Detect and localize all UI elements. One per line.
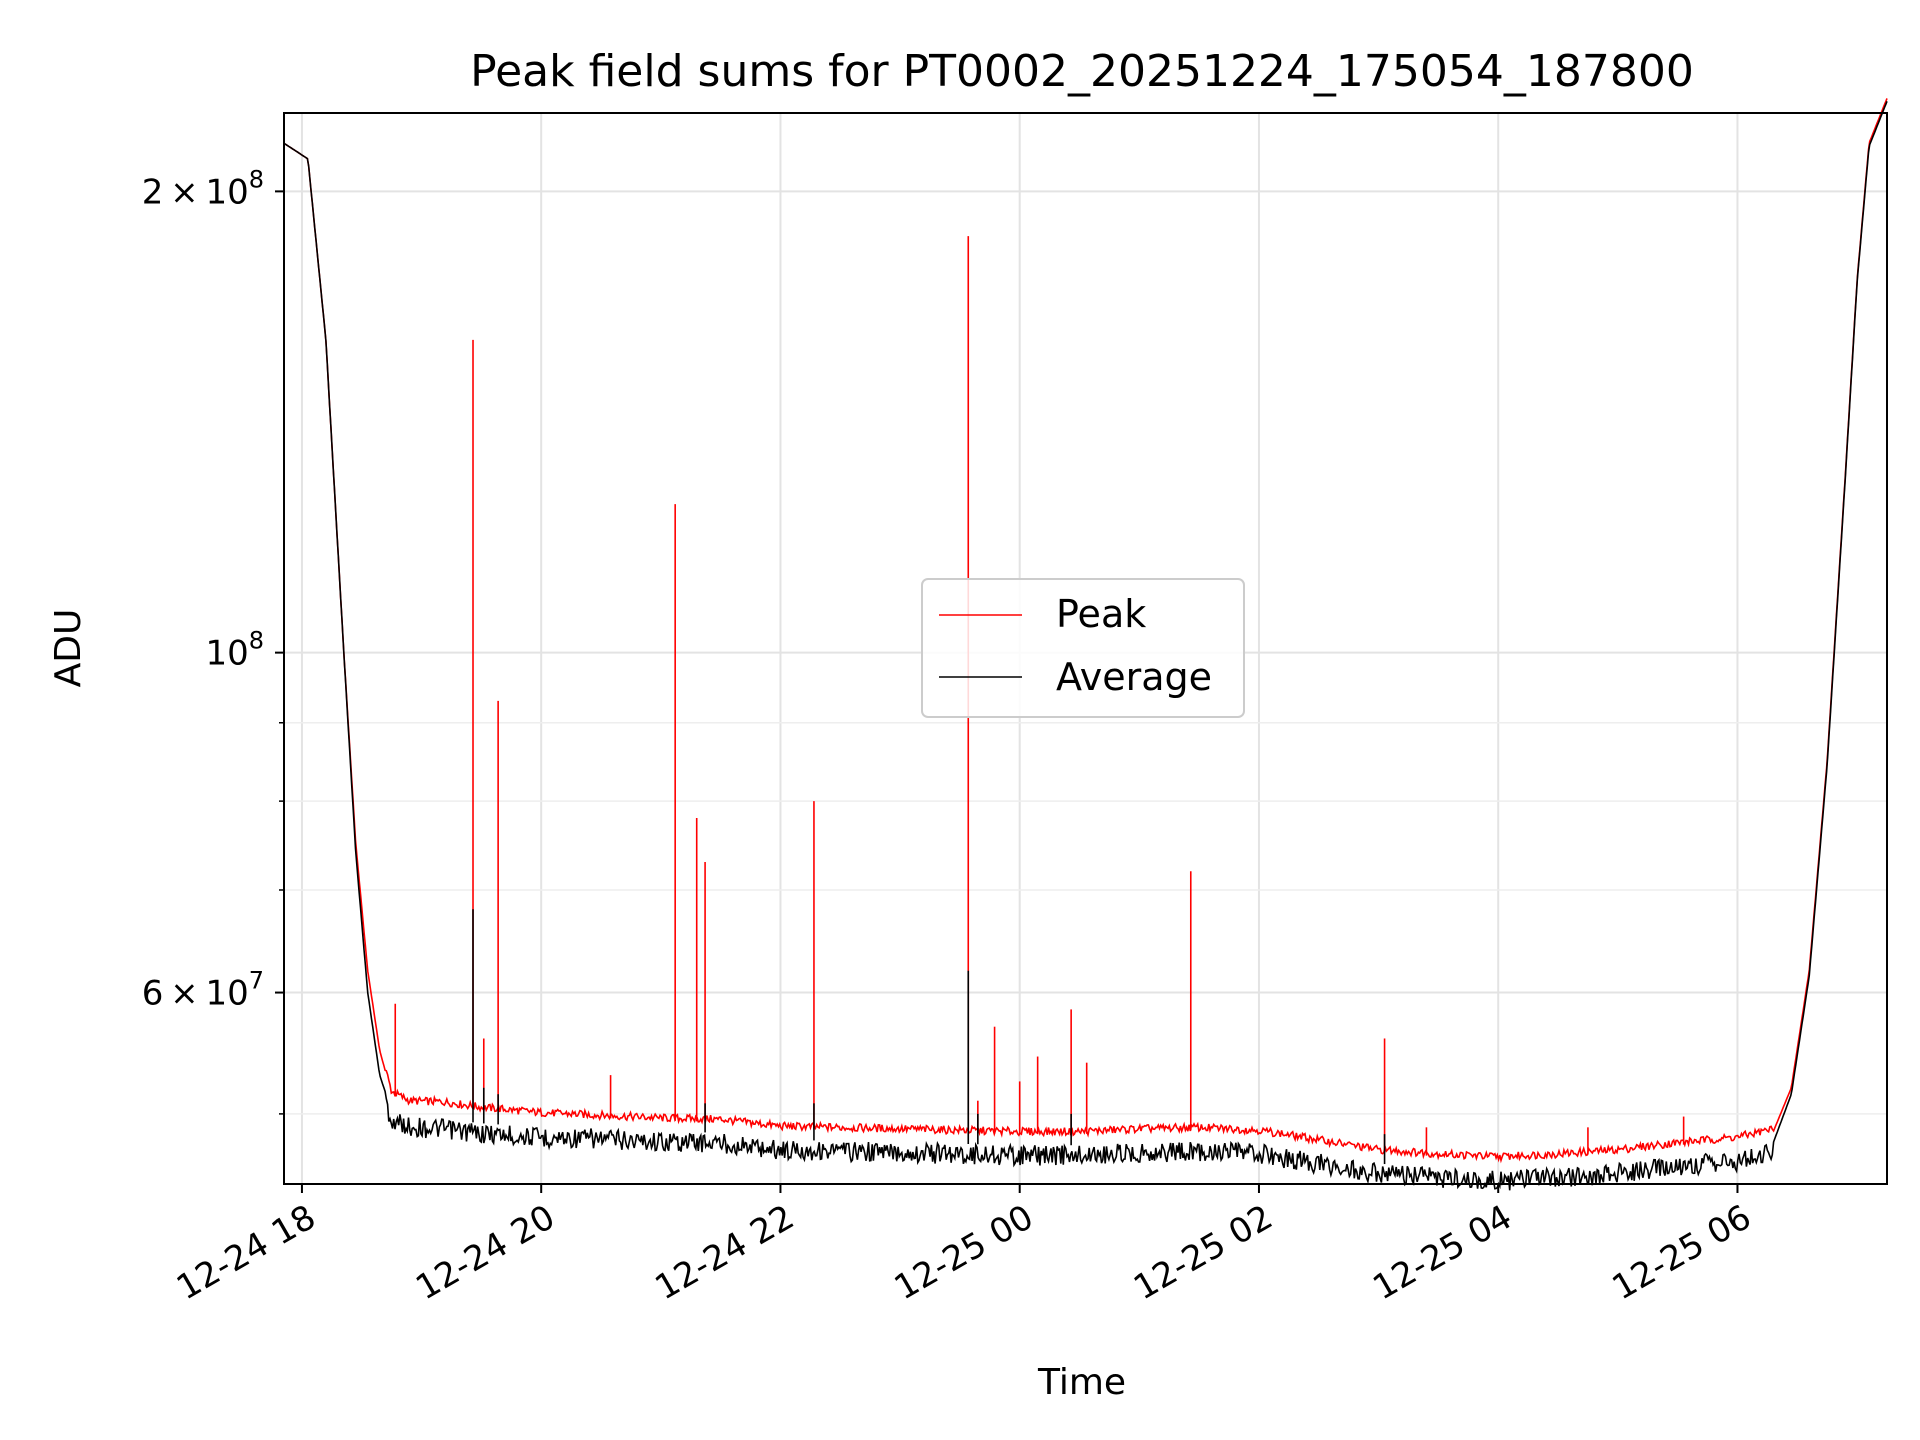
y-axis-label: ADU — [48, 609, 89, 688]
plot-frame — [283, 112, 1888, 1185]
y-tick-label: 108 — [205, 627, 264, 674]
grid — [284, 113, 1887, 1184]
series-line-peak — [283, 98, 1888, 1164]
y-tick-label: 2 × 108 — [142, 165, 264, 212]
x-axis-label: Time — [1037, 1362, 1126, 1403]
series-layer — [283, 98, 1888, 1191]
chart-title: Peak field sums for PT0002_20251224_1750… — [470, 46, 1694, 97]
legend-average-label: Average — [1056, 655, 1212, 699]
series-line-average — [283, 101, 1888, 1191]
y-tick-label: 6 × 107 — [142, 967, 264, 1014]
legend-box — [921, 578, 1245, 718]
y-axis: 6 × 107 108 2 × 108 — [142, 165, 284, 1115]
legend: Peak Average — [921, 578, 1245, 718]
legend-peak-label: Peak — [1056, 592, 1146, 636]
